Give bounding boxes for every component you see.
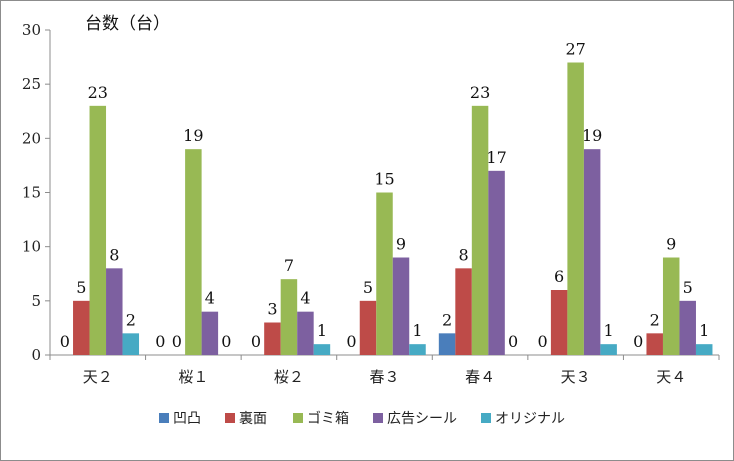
legend-item: 広告シール bbox=[373, 411, 457, 427]
legend-item: 凹凸 bbox=[159, 411, 201, 427]
bar bbox=[313, 344, 331, 355]
bar bbox=[455, 268, 472, 355]
data-label: 9 bbox=[666, 235, 676, 254]
data-label: 1 bbox=[317, 321, 327, 340]
bar bbox=[280, 279, 298, 355]
bar bbox=[201, 311, 219, 355]
data-label: 8 bbox=[109, 245, 119, 264]
legend-swatch bbox=[159, 413, 169, 423]
data-label: 0 bbox=[538, 332, 548, 351]
legend-item: ゴミ箱 bbox=[293, 410, 349, 427]
y-tick-label: 20 bbox=[22, 129, 41, 147]
data-label: 6 bbox=[554, 267, 564, 286]
data-label: 0 bbox=[155, 332, 165, 351]
y-tick-label: 0 bbox=[31, 346, 41, 364]
x-category-label: 春３ bbox=[369, 368, 399, 386]
legend-swatch bbox=[225, 413, 235, 423]
data-label: 19 bbox=[582, 126, 602, 145]
legend-label: オリジナル bbox=[495, 411, 565, 427]
bar bbox=[106, 268, 123, 355]
x-category-label: 天３ bbox=[561, 368, 591, 386]
x-category-label: 天４ bbox=[656, 368, 686, 386]
data-label: 5 bbox=[683, 278, 693, 297]
bar bbox=[122, 333, 140, 355]
y-tick-label: 15 bbox=[22, 184, 41, 202]
y-tick-label: 10 bbox=[22, 238, 41, 256]
data-label: 8 bbox=[458, 245, 468, 264]
legend-label: 凹凸 bbox=[173, 411, 201, 427]
bar bbox=[695, 344, 713, 355]
data-label: 0 bbox=[633, 332, 643, 351]
data-label: 1 bbox=[412, 321, 422, 340]
data-label: 5 bbox=[76, 278, 86, 297]
legend-swatch bbox=[373, 413, 383, 423]
data-label: 0 bbox=[221, 332, 231, 351]
bar bbox=[662, 257, 680, 355]
legend-label: ゴミ箱 bbox=[307, 410, 349, 427]
data-label: 2 bbox=[126, 310, 136, 329]
data-label: 0 bbox=[508, 332, 518, 351]
data-label: 23 bbox=[88, 83, 108, 102]
y-tick-label: 25 bbox=[22, 75, 41, 93]
x-category-label: 春４ bbox=[465, 368, 495, 386]
legend-item: 裏面 bbox=[225, 410, 267, 427]
data-label: 0 bbox=[346, 332, 356, 351]
data-label: 7 bbox=[284, 256, 294, 275]
legend: 凹凸 裏面 ゴミ箱 広告シール オリジナル bbox=[159, 410, 565, 427]
bar bbox=[488, 170, 505, 355]
bar bbox=[89, 105, 107, 355]
data-label: 17 bbox=[486, 148, 506, 167]
data-label: 4 bbox=[205, 289, 215, 308]
bar bbox=[600, 344, 617, 355]
data-label: 9 bbox=[396, 235, 406, 254]
data-label: 1 bbox=[699, 321, 709, 340]
bar bbox=[646, 333, 663, 355]
bar bbox=[185, 149, 202, 355]
bar bbox=[438, 333, 456, 355]
data-label: 3 bbox=[267, 300, 277, 319]
bar bbox=[376, 192, 393, 355]
data-label: 4 bbox=[300, 289, 310, 308]
x-category-label: 桜２ bbox=[274, 368, 304, 386]
y-tick-label: 5 bbox=[31, 292, 41, 310]
legend-swatch bbox=[481, 413, 491, 423]
bar bbox=[297, 311, 314, 355]
data-label: 1 bbox=[604, 321, 614, 340]
legend-label: 裏面 bbox=[239, 410, 267, 427]
data-label: 27 bbox=[565, 40, 585, 59]
bars bbox=[73, 62, 713, 355]
bar bbox=[73, 300, 90, 355]
bar bbox=[392, 257, 410, 355]
x-category-label: 桜１ bbox=[178, 368, 208, 386]
bar bbox=[583, 149, 601, 355]
legend-item: オリジナル bbox=[481, 411, 565, 427]
data-label: 0 bbox=[172, 332, 182, 351]
bar bbox=[550, 290, 568, 355]
legend-swatch bbox=[293, 413, 303, 423]
data-label: 0 bbox=[251, 332, 261, 351]
bar bbox=[359, 300, 377, 355]
y-tick-label: 30 bbox=[22, 21, 41, 39]
data-label: 2 bbox=[650, 310, 660, 329]
data-label: 19 bbox=[183, 126, 203, 145]
bar bbox=[679, 300, 696, 355]
data-label: 15 bbox=[374, 170, 394, 189]
legend-label: 広告シール bbox=[387, 411, 457, 427]
data-label: 5 bbox=[363, 278, 373, 297]
bar bbox=[264, 322, 281, 355]
data-label: 0 bbox=[60, 332, 70, 351]
bar bbox=[567, 62, 584, 355]
bar bbox=[471, 105, 489, 355]
x-category-label: 天２ bbox=[83, 368, 113, 386]
y-axis-unit-label: 台数（台） bbox=[85, 14, 170, 34]
data-label: 23 bbox=[470, 83, 490, 102]
data-label: 2 bbox=[442, 310, 452, 329]
bar bbox=[409, 344, 426, 355]
